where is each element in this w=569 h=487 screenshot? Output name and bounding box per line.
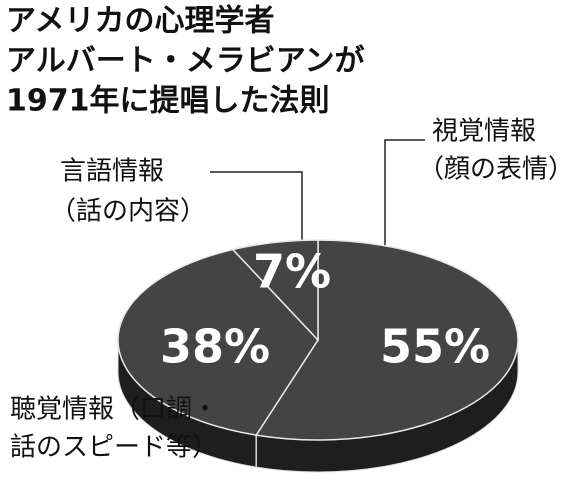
value-label: 38% (160, 320, 270, 374)
pie-slice (117, 248, 319, 436)
category-label: （顔の表情） (418, 155, 569, 185)
category-label: 話のスピード等） (10, 433, 218, 463)
leader-line (384, 139, 425, 248)
title-line: アルバート・メラビアンが (6, 44, 365, 79)
value-label: 7% (253, 245, 331, 299)
value-label: 55% (380, 320, 490, 374)
category-label: 聴覚情報（口調・ (10, 395, 218, 425)
pie-slice (254, 239, 519, 441)
category-label: （話の内容） (50, 197, 206, 227)
title-line: アメリカの心理学者 (6, 4, 275, 39)
pie-slice (231, 239, 319, 342)
title-line: 1971年に提唱した法則 (6, 84, 330, 119)
category-label: 視覚情報 (432, 117, 536, 147)
leader-line (210, 171, 303, 250)
category-label: 言語情報 (60, 157, 164, 187)
